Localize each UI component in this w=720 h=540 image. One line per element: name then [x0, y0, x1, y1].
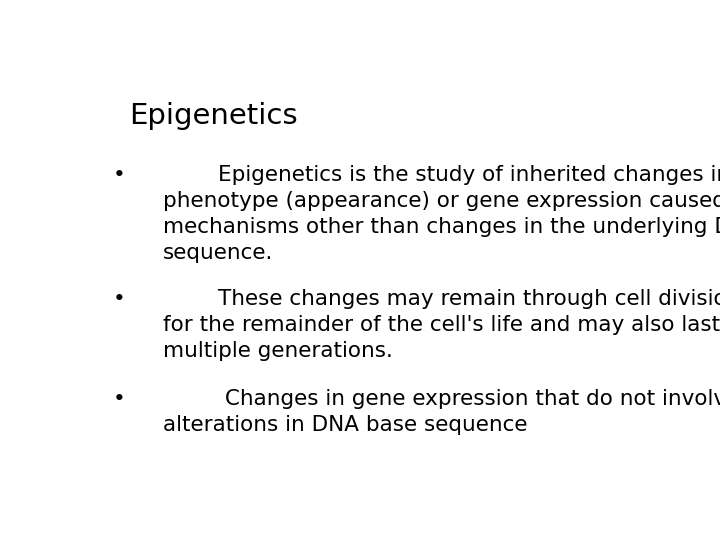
Text: •: • [112, 389, 125, 409]
Text: Epigenetics is the study of inherited changes in
phenotype (appearance) or gene : Epigenetics is the study of inherited ch… [163, 165, 720, 263]
Text: Changes in gene expression that do not involve
alterations in DNA base sequence: Changes in gene expression that do not i… [163, 389, 720, 435]
Text: Epigenetics: Epigenetics [129, 102, 297, 130]
Text: •: • [112, 289, 125, 309]
Text: •: • [112, 165, 125, 185]
Text: These changes may remain through cell divisions
for the remainder of the cell's : These changes may remain through cell di… [163, 289, 720, 361]
